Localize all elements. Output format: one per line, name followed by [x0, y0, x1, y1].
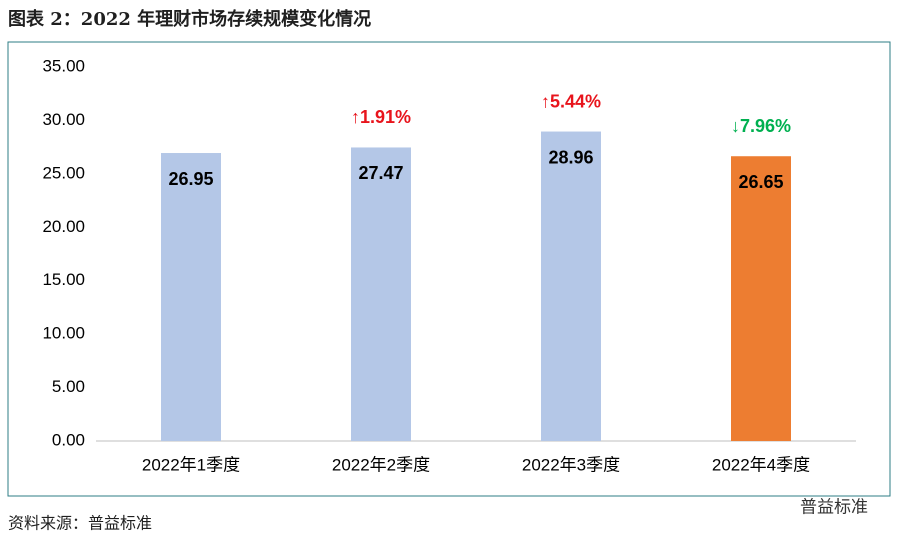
bar [731, 156, 791, 441]
chart-frame [7, 41, 891, 497]
source-note: 资料来源：普益标准 [8, 514, 152, 533]
x-tick-label: 2022年4季度 [712, 455, 810, 474]
y-tick-label: 15.00 [42, 270, 85, 289]
y-tick-label: 20.00 [42, 217, 85, 236]
change-label: ↑1.91% [351, 107, 411, 127]
watermark: 普益标准 [800, 497, 868, 516]
y-tick-label: 25.00 [42, 163, 85, 182]
bar [541, 131, 601, 441]
y-tick-label: 35.00 [42, 56, 85, 75]
x-tick-label: 2022年2季度 [332, 455, 430, 474]
value-label: 26.95 [168, 169, 213, 189]
change-label: ↓7.96% [731, 116, 791, 136]
bar [161, 153, 221, 441]
change-label: ↑5.44% [541, 91, 601, 111]
chart-title: 图表 2：2022 年理财市场存续规模变化情况 [8, 8, 371, 30]
y-tick-label: 10.00 [42, 324, 85, 343]
x-tick-label: 2022年1季度 [142, 455, 240, 474]
y-tick-label: 5.00 [52, 377, 85, 396]
y-tick-label: 0.00 [52, 430, 85, 449]
value-label: 27.47 [358, 163, 403, 183]
y-tick-label: 30.00 [42, 110, 85, 129]
value-label: 28.96 [548, 147, 593, 167]
bar [351, 147, 411, 441]
value-label: 26.65 [738, 172, 783, 192]
x-tick-label: 2022年3季度 [522, 455, 620, 474]
